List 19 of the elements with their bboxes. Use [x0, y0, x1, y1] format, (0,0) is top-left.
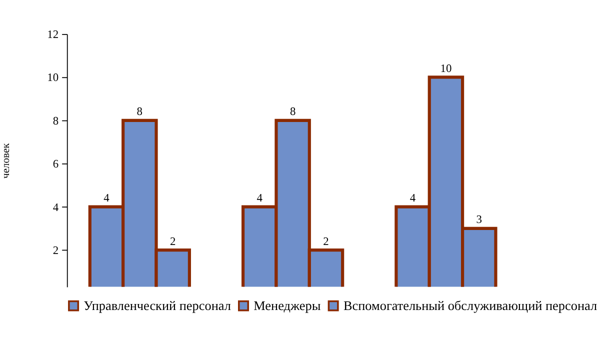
data-label: 4 — [104, 192, 110, 205]
data-label: 2 — [323, 236, 330, 248]
data-label: 8 — [290, 106, 296, 118]
legend-label: Вспомогательный обслуживающий персонал — [343, 298, 598, 314]
y-axis-title: человек — [1, 142, 12, 178]
y-tick-label: 12 — [47, 28, 59, 41]
data-label: 10 — [440, 62, 452, 75]
legend-label: Менеджеры — [254, 298, 321, 314]
y-tick-label: 10 — [47, 72, 59, 84]
y-tick-label: 4 — [52, 202, 59, 214]
data-label: 4 — [256, 192, 263, 205]
y-tick-label: 8 — [52, 115, 59, 128]
y-tick-label: 2 — [52, 245, 59, 258]
legend-label: Управленческий персонал — [84, 298, 232, 314]
data-label: 3 — [476, 214, 482, 226]
y-tick-label: 6 — [52, 158, 59, 171]
data-label: 2 — [170, 236, 176, 248]
data-label: 4 — [410, 192, 416, 205]
data-label: 8 — [136, 106, 143, 118]
